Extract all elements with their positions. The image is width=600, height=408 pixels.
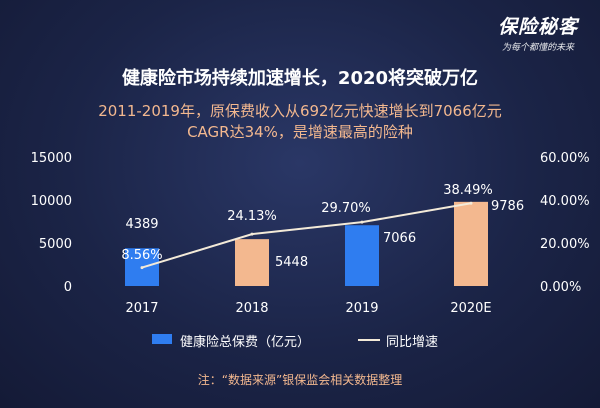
chart-title: 健康险市场持续加速增长，2020将突破万亿 bbox=[121, 68, 479, 89]
y-right-tick-label: 20.00% bbox=[540, 237, 590, 252]
logo-slogan: 为每个都懂的未来 bbox=[501, 43, 574, 53]
x-category-label: 2018 bbox=[235, 301, 268, 316]
bar-value-label: 4389 bbox=[125, 217, 158, 232]
x-category-label: 2020E bbox=[450, 301, 491, 316]
logo-name: 保险秘客 bbox=[497, 16, 578, 38]
y-right-tick-label: 40.00% bbox=[540, 194, 590, 209]
chart-subtitle-line-1: 2011-2019年，原保费收入从692亿元快速增长到7066亿元 bbox=[98, 102, 502, 120]
chart-legend: 健康险总保费（亿元） 同比增速 bbox=[0, 331, 600, 350]
y-left-tick-label: 5000 bbox=[39, 237, 72, 252]
bar-value-label: 5448 bbox=[275, 255, 308, 270]
chart-subtitle-line-2: CAGR达34%，是增速最高的险种 bbox=[187, 123, 413, 141]
y-left-tick-label: 0 bbox=[64, 280, 72, 295]
legend-bar-swatch bbox=[152, 334, 172, 344]
legend-bar-label: 健康险总保费（亿元） bbox=[180, 335, 311, 350]
y-right-tick-label: 60.00% bbox=[540, 151, 590, 166]
growth-rate-label: 38.49% bbox=[443, 183, 493, 198]
growth-rate-line bbox=[141, 202, 472, 269]
growth-rate-point bbox=[360, 220, 364, 224]
growth-rate-point bbox=[140, 266, 144, 270]
y-right-tick-label: 0.00% bbox=[540, 280, 581, 295]
y-left-tick-label: 15000 bbox=[31, 151, 72, 166]
bar-2019 bbox=[345, 225, 379, 286]
x-category-label: 2019 bbox=[345, 301, 378, 316]
growth-rate-point bbox=[250, 232, 254, 236]
growth-rate-point bbox=[469, 201, 473, 205]
brand-logo: 保险秘客 为每个都懂的未来 bbox=[490, 12, 586, 53]
x-category-label: 2017 bbox=[125, 301, 158, 316]
data-source-note: 注：“数据来源”银保监会相关数据整理 bbox=[197, 373, 403, 387]
growth-rate-label: 29.70% bbox=[321, 201, 371, 216]
growth-rate-label: 24.13% bbox=[227, 209, 277, 224]
bar-2018 bbox=[235, 239, 269, 286]
legend-line-swatch bbox=[358, 339, 380, 341]
bar-value-label: 9786 bbox=[491, 199, 524, 214]
bar-2020E bbox=[454, 201, 488, 286]
legend-line-label: 同比增速 bbox=[386, 335, 439, 350]
bar-value-label: 7066 bbox=[383, 231, 416, 246]
growth-rate-label: 8.56% bbox=[121, 248, 162, 263]
y-left-tick-label: 10000 bbox=[31, 194, 72, 209]
